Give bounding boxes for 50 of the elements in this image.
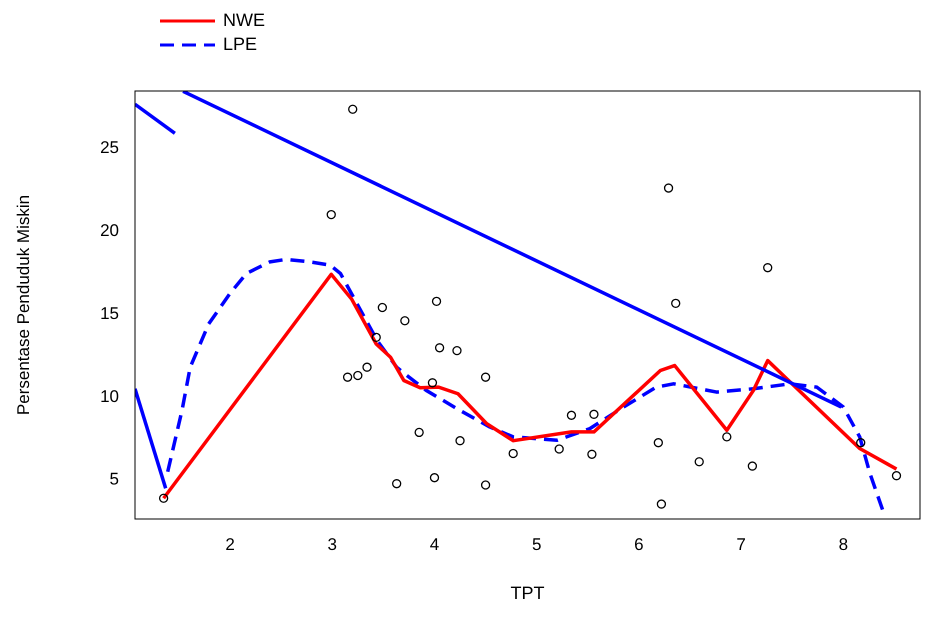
x-tick-label: 6 (634, 534, 644, 554)
legend-label: LPE (223, 34, 258, 54)
point (362, 362, 372, 372)
point (508, 448, 518, 458)
point (392, 479, 402, 488)
point (748, 461, 758, 471)
y-tick-label: 20 (100, 220, 119, 240)
point (414, 428, 424, 438)
point (856, 438, 866, 448)
y-tick-label: 15 (100, 304, 119, 323)
point (892, 471, 902, 480)
point (372, 332, 381, 342)
point (400, 316, 410, 326)
x-tick-label: 7 (736, 534, 746, 554)
y-tick-label: 10 (100, 386, 119, 406)
point (664, 183, 674, 193)
point (455, 436, 465, 446)
point (480, 480, 490, 490)
y-axis-title: Persentase Penduduk Miskin (14, 194, 33, 416)
point (654, 438, 663, 448)
point (656, 499, 666, 509)
point (348, 104, 358, 114)
y-tick-label: 5 (110, 470, 119, 489)
x-tick-label: 3 (328, 534, 338, 554)
point (428, 378, 438, 388)
x-axis-title: TPT (510, 583, 544, 604)
x-tick-label: 5 (532, 534, 542, 554)
point (554, 444, 564, 454)
point (671, 298, 680, 308)
point (158, 494, 168, 503)
y-tick-label: 25 (100, 138, 119, 157)
point (432, 296, 442, 306)
x-tick-label: 4 (430, 534, 440, 554)
point (566, 410, 576, 420)
point (326, 210, 336, 220)
x-tick-label: 8 (838, 534, 848, 554)
point (722, 432, 732, 442)
point (589, 410, 599, 419)
point (587, 450, 597, 459)
point (342, 372, 352, 382)
point (378, 302, 388, 312)
point (430, 473, 440, 482)
point (452, 346, 462, 356)
point (763, 263, 772, 272)
point (434, 343, 444, 352)
point (480, 372, 490, 382)
x-tick-label: 2 (225, 534, 235, 554)
point (353, 370, 362, 380)
legend-label: NWE (223, 10, 265, 30)
point (694, 457, 704, 466)
